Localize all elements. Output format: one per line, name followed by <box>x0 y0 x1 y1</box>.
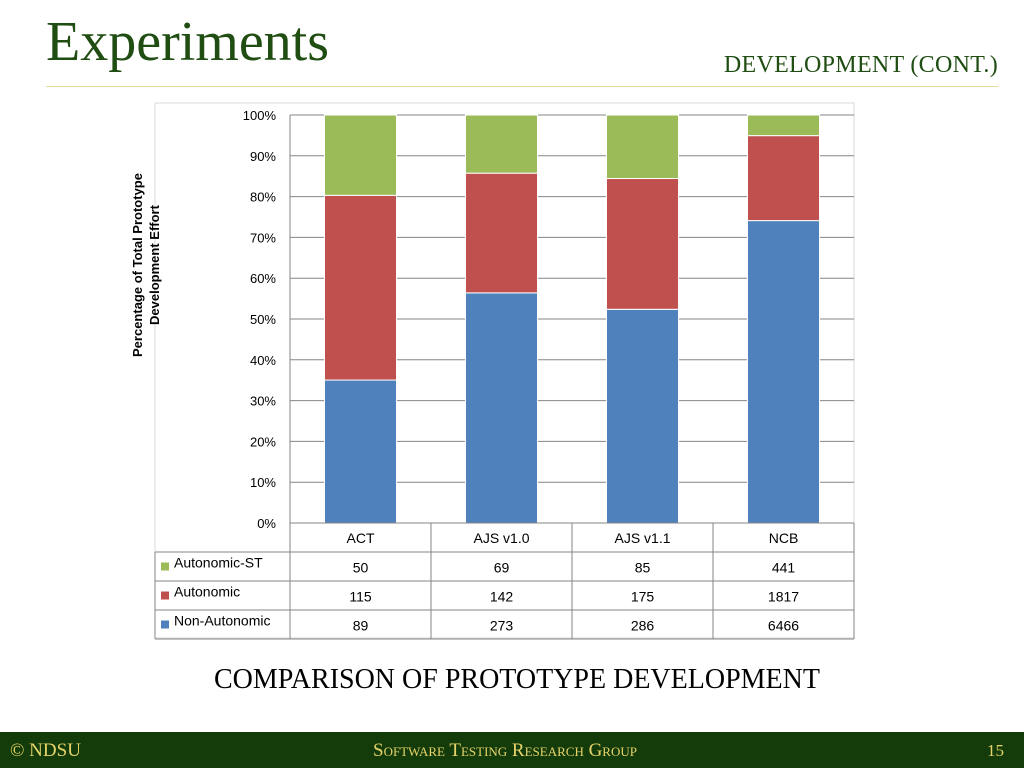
y-tick-label: 100% <box>243 108 277 123</box>
x-category-label: AJS v1.1 <box>614 530 670 546</box>
bar-segment <box>324 114 397 196</box>
y-tick-label: 60% <box>250 271 276 286</box>
y-tick-label: 30% <box>250 394 276 409</box>
chart-caption: COMPARISON OF PROTOTYPE DEVELOPMENT <box>214 664 820 695</box>
bar-segment <box>324 194 397 381</box>
y-tick-label: 20% <box>250 434 276 449</box>
bar-segment <box>324 379 397 524</box>
table-data-value: 1817 <box>768 589 799 605</box>
y-axis-label-line: Development Effort <box>147 204 162 325</box>
y-axis-label: Percentage of Total Prototype Development… <box>130 173 162 357</box>
bar-segment <box>747 135 820 222</box>
bar-segment <box>606 178 679 310</box>
bar-segment <box>465 172 538 294</box>
legend-swatch <box>161 591 169 600</box>
legend-swatch <box>161 562 169 571</box>
table-data-value: 286 <box>631 618 655 634</box>
slide-subtitle: DEVELOPMENT (CONT.) <box>723 52 998 78</box>
table-data-value: 273 <box>490 618 514 634</box>
table-data-value: 6466 <box>768 618 799 634</box>
legend-label: Non-Autonomic <box>174 613 271 629</box>
x-category-label: NCB <box>769 530 799 546</box>
chart-frame <box>154 102 855 639</box>
slide-title: Experiments <box>46 11 330 73</box>
y-tick-label: 10% <box>250 475 276 490</box>
footer-copyright: © NDSU <box>10 740 81 761</box>
bar-segment <box>747 114 820 137</box>
stacked-bar-chart: 0% 10% 20% 30% 40% 50% 60% 70% 80% 90% 100% Percent… <box>130 102 855 640</box>
table-data-value: 115 <box>349 589 372 605</box>
footer-group-name: Software Testing Research Group <box>373 740 637 761</box>
table-data-value: 50 <box>353 560 369 576</box>
table-data-value: 175 <box>631 589 655 605</box>
table-data-value: 69 <box>494 560 510 576</box>
footer-bar: © NDSU Software Testing Research Group 1… <box>0 732 1024 768</box>
bar-segment <box>606 308 679 524</box>
x-category-label: ACT <box>347 530 375 546</box>
y-tick-label: 70% <box>250 230 276 245</box>
title-divider <box>46 86 998 87</box>
table-data-value: 441 <box>772 560 796 576</box>
y-tick-label: 40% <box>250 353 276 368</box>
page-number: 15 <box>987 741 1004 760</box>
table-data-value: 85 <box>635 560 651 576</box>
legend-swatch <box>161 620 169 629</box>
x-category-label: AJS v1.0 <box>473 530 529 546</box>
bar-segment <box>465 114 538 174</box>
y-tick-label: 80% <box>250 190 276 205</box>
y-tick-label: 0% <box>257 516 276 531</box>
table-data-value: 142 <box>490 589 514 605</box>
legend-label: Autonomic-ST <box>174 555 263 571</box>
table-data-value: 89 <box>353 618 369 634</box>
bar-segment <box>465 292 538 524</box>
bar-segment <box>747 220 820 524</box>
bar-segment <box>606 114 679 180</box>
y-tick-label: 90% <box>250 149 276 164</box>
y-tick-label: 50% <box>250 312 276 327</box>
y-axis-label-line: Percentage of Total Prototype <box>130 173 145 357</box>
legend-label: Autonomic <box>174 584 240 600</box>
